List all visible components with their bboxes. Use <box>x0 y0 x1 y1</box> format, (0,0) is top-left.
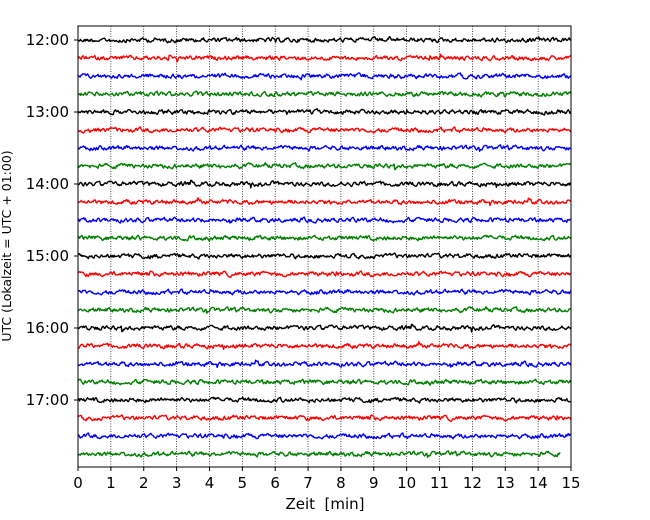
trace-line <box>77 108 572 116</box>
x-axis-label: Zeit [min] <box>285 495 364 513</box>
y-tick-label: 12:00 <box>26 31 69 49</box>
trace-line <box>77 270 572 278</box>
y-tick-label: 13:00 <box>26 103 69 121</box>
y-axis-ticks: 12:00 13:00 14:00 15:00 16:00 17:00 <box>26 31 78 409</box>
y-tick-label: 15:00 <box>26 247 69 265</box>
trace-line <box>77 234 572 242</box>
x-tick-label: 0 <box>73 474 83 492</box>
plot-frame <box>77 25 572 468</box>
trace-line <box>77 179 572 189</box>
seismic-traces <box>77 36 572 458</box>
trace-line <box>77 216 572 224</box>
trace-line <box>77 126 572 134</box>
x-tick-label: 12 <box>463 474 482 492</box>
grid-lines <box>110 26 539 467</box>
y-tick-label: 14:00 <box>26 175 69 193</box>
x-tick-label: 1 <box>106 474 116 492</box>
x-tick-label: 3 <box>172 474 182 492</box>
x-tick-label: 8 <box>336 474 346 492</box>
x-tick-label: 6 <box>270 474 280 492</box>
trace-line <box>77 432 572 440</box>
x-axis-ticks: 0 1 2 3 4 5 6 7 8 9 10 11 12 13 14 15 <box>73 467 581 492</box>
trace-line <box>77 144 572 153</box>
trace-line <box>77 378 572 386</box>
trace-line <box>77 53 571 63</box>
trace-line <box>77 323 572 333</box>
trace-line <box>78 450 561 458</box>
trace-line <box>77 72 572 81</box>
trace-line <box>77 162 572 171</box>
trace-line <box>77 396 571 404</box>
trace-line <box>77 90 572 98</box>
y-tick-label: 17:00 <box>26 391 69 409</box>
y-axis-label: UTC (Lokalzeit = UTC + 01:00) <box>0 150 14 341</box>
trace-line <box>77 36 572 44</box>
x-tick-label: 7 <box>303 474 313 492</box>
x-tick-label: 15 <box>561 474 580 492</box>
x-tick-label: 14 <box>529 474 548 492</box>
x-tick-label: 9 <box>369 474 379 492</box>
trace-line <box>77 288 572 296</box>
trace-line <box>77 414 572 422</box>
x-tick-label: 5 <box>238 474 248 492</box>
x-tick-label: 4 <box>205 474 215 492</box>
y-tick-label: 16:00 <box>26 319 69 337</box>
trace-line <box>77 252 572 260</box>
x-tick-label: 13 <box>496 474 515 492</box>
x-tick-label: 10 <box>397 474 416 492</box>
trace-line <box>77 197 572 207</box>
x-tick-label: 11 <box>430 474 449 492</box>
trace-line <box>77 359 572 369</box>
trace-line <box>77 341 572 350</box>
x-tick-label: 2 <box>139 474 149 492</box>
trace-line <box>77 306 571 314</box>
